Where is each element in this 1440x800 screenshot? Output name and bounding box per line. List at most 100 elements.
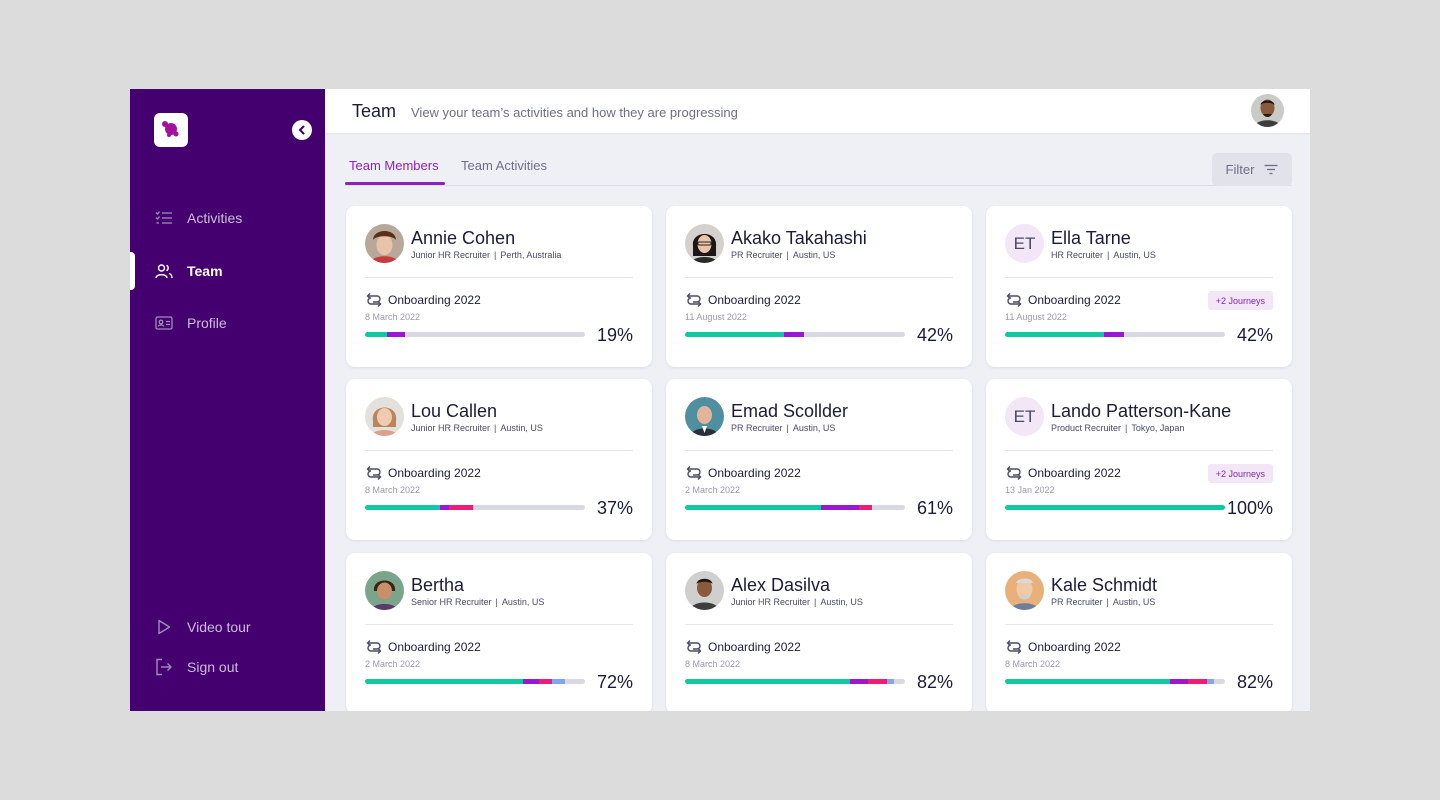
progress-segment-purple (439, 505, 449, 510)
tab-team-members[interactable]: Team Members (349, 158, 439, 173)
page-title: Team (352, 101, 397, 121)
progress-segment-pink (538, 679, 552, 684)
progress-segment-green (365, 332, 387, 337)
member-card[interactable]: Akako Takahashi PR Recruiter | Austin, US … (666, 206, 972, 367)
member-role-location: HR Recruiter | Austin, US (1051, 250, 1156, 260)
member-card[interactable]: ET Ella Tarne HR Recruiter | Austin, US On… (986, 206, 1292, 367)
more-journeys-badge[interactable]: +2 Journeys (1207, 291, 1273, 310)
sidebar: Activities Team Profile (130, 89, 325, 711)
member-role-location: PR Recruiter | Austin, US (1051, 597, 1156, 607)
app-window: Activities Team Profile (130, 89, 1310, 711)
member-name: Akako Takahashi (731, 228, 867, 248)
card-divider (1005, 624, 1273, 625)
progress-bar (1005, 679, 1225, 684)
member-card[interactable]: Kale Schmidt PR Recruiter | Austin, US Onb… (986, 553, 1292, 711)
sidebar-item-label: Activities (187, 210, 243, 226)
journey-date: 8 March 2022 (365, 312, 421, 322)
member-avatar (365, 397, 404, 436)
sidebar-item-label: Team (187, 263, 223, 279)
sidebar-item-sign-out[interactable]: Sign out (154, 655, 238, 679)
member-card[interactable]: Emad Scollder PR Recruiter | Austin, US On… (666, 379, 972, 540)
journey-icon (686, 293, 702, 307)
progress-bar (685, 505, 905, 510)
app-logo[interactable] (154, 113, 188, 147)
journey-icon (366, 293, 382, 307)
sidebar-item-label: Profile (187, 315, 227, 331)
member-name: Ella Tarne (1051, 228, 1131, 248)
member-name: Lando Patterson-Kane (1051, 401, 1232, 421)
collapse-sidebar-button[interactable] (292, 120, 312, 140)
progress-segment-pink (858, 505, 872, 510)
card-divider (365, 450, 633, 451)
progress-percent: 82% (1236, 672, 1273, 692)
progress-bar (365, 679, 585, 684)
member-card[interactable]: Bertha Senior HR Recruiter | Austin, US On… (346, 553, 652, 711)
journey-icon (366, 466, 382, 480)
member-card[interactable]: Alex Dasilva Junior HR Recruiter | Austin,… (666, 553, 972, 711)
id-card-icon (154, 313, 174, 333)
member-card[interactable]: Lou Callen Junior HR Recruiter | Austin, U… (346, 379, 652, 540)
member-role-location: Junior HR Recruiter | Austin, US (411, 423, 543, 433)
filter-label: Filter (1225, 162, 1255, 177)
tabs-divider (345, 185, 1292, 186)
member-name: Kale Schmidt (1051, 575, 1158, 595)
progress-segment-purple (784, 332, 804, 337)
journey-icon (1006, 293, 1022, 307)
card-divider (365, 624, 633, 625)
progress-bar (365, 332, 585, 337)
progress-segment-purple (387, 332, 405, 337)
sidebar-item-activities[interactable]: Activities (154, 206, 242, 230)
journey-name: Onboarding 2022 (388, 466, 481, 480)
journey-icon (686, 466, 702, 480)
member-card[interactable]: ET Lando Patterson-Kane Product Recruite… (986, 379, 1292, 540)
progress-bar (685, 332, 905, 337)
member-name: Lou Callen (411, 401, 498, 421)
journey-date: 8 March 2022 (685, 659, 741, 669)
progress-segment-green (1005, 332, 1104, 337)
progress-percent: 19% (596, 325, 633, 345)
progress-segment-blue (551, 679, 566, 684)
progress-segment-green (365, 505, 440, 510)
sidebar-item-profile[interactable]: Profile (154, 311, 227, 335)
member-avatar (685, 397, 724, 436)
progress-bar (365, 505, 585, 510)
play-icon (154, 617, 174, 637)
filter-icon (1264, 164, 1278, 175)
tab-team-activities[interactable]: Team Activities (461, 158, 547, 173)
member-card[interactable]: Annie Cohen Junior HR Recruiter | Perth, A… (346, 206, 652, 367)
journey-date: 11 August 2022 (685, 312, 747, 322)
member-name: Annie Cohen (411, 228, 516, 248)
progress-segment-green (1005, 505, 1225, 510)
progress-segment-green (685, 505, 822, 510)
member-name: Bertha (411, 575, 465, 595)
card-divider (1005, 450, 1273, 451)
user-avatar[interactable] (1251, 94, 1284, 127)
progress-bar (1005, 505, 1225, 510)
member-role-location: Junior HR Recruiter | Perth, Australia (411, 250, 562, 260)
member-role-location: PR Recruiter | Austin, US (731, 250, 836, 260)
progress-percent: 42% (1236, 325, 1273, 345)
progress-percent: 37% (596, 498, 633, 518)
member-role-location: PR Recruiter | Austin, US (731, 423, 836, 433)
journey-icon (686, 640, 702, 654)
card-divider (685, 624, 953, 625)
member-name: Emad Scollder (731, 401, 849, 421)
progress-percent: 72% (596, 672, 633, 692)
progress-segment-green (1005, 679, 1170, 684)
member-avatar (685, 224, 724, 263)
progress-bar (1005, 332, 1225, 337)
filter-button[interactable]: Filter (1212, 153, 1292, 186)
sidebar-item-team[interactable]: Team (154, 259, 223, 283)
journey-date: 8 March 2022 (1005, 659, 1061, 669)
progress-percent: 61% (916, 498, 953, 518)
progress-segment-green (685, 679, 850, 684)
member-avatar (1005, 571, 1044, 610)
member-avatar (685, 571, 724, 610)
progress-segment-pink (448, 505, 473, 510)
card-divider (685, 450, 953, 451)
more-journeys-badge[interactable]: +2 Journeys (1207, 464, 1273, 483)
journey-date: 2 March 2022 (685, 485, 741, 495)
sidebar-item-video-tour[interactable]: Video tour (154, 615, 251, 639)
sidebar-item-label: Video tour (187, 619, 251, 635)
progress-percent: 82% (916, 672, 953, 692)
